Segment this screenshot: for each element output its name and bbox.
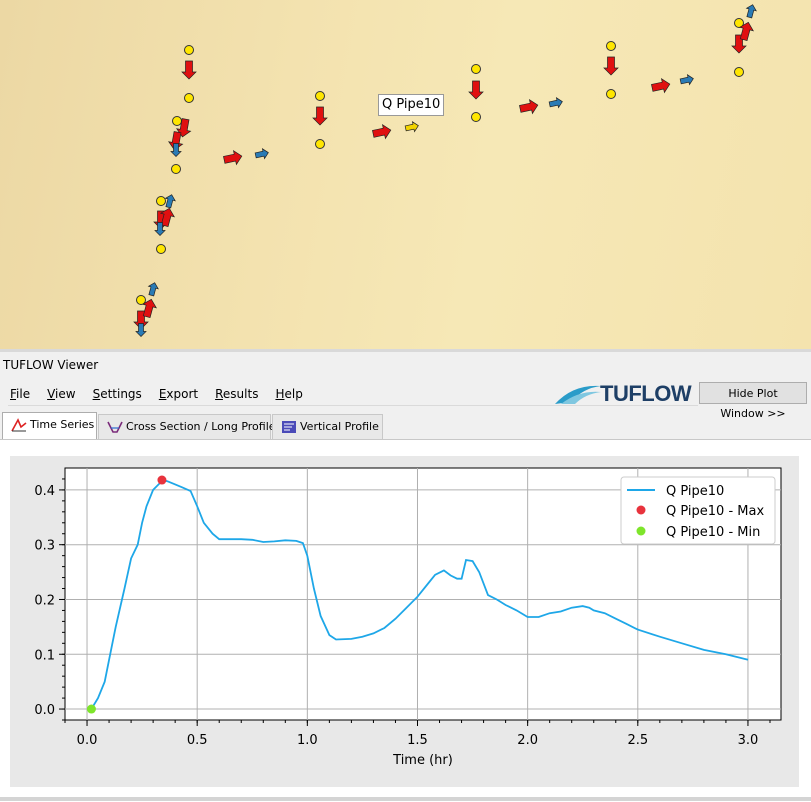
flow-arrow xyxy=(548,97,563,109)
menu-separator xyxy=(8,405,698,406)
legend-entry-min: Q Pipe10 - Min xyxy=(666,525,760,540)
flow-arrow xyxy=(164,194,176,209)
hide-plot-window-button[interactable]: Hide Plot Window >> xyxy=(699,382,807,420)
x-tick-label: 0.0 xyxy=(77,733,98,748)
max-flow-arrow xyxy=(603,56,619,76)
max-flow-arrow xyxy=(159,207,176,228)
node-marker[interactable] xyxy=(315,139,325,149)
tab-cross-section[interactable]: Cross Section / Long Profile xyxy=(98,414,276,439)
node-marker[interactable] xyxy=(156,196,166,206)
max-flow-arrow xyxy=(181,60,197,80)
flow-arrow xyxy=(135,323,147,337)
x-tick-label: 3.0 xyxy=(738,733,759,748)
node-marker[interactable] xyxy=(315,91,325,101)
flow-arrow xyxy=(170,143,182,157)
flow-arrow xyxy=(745,4,757,19)
map-svg xyxy=(133,4,757,337)
y-tick-label: 0.0 xyxy=(34,703,55,718)
map-canvas[interactable]: Q Pipe10 xyxy=(0,0,811,349)
node-marker[interactable] xyxy=(734,67,744,77)
selected-flow-arrow xyxy=(404,121,419,133)
max-flow-arrow xyxy=(141,298,158,319)
viewer-title: TUFLOW Viewer xyxy=(3,358,99,372)
node-marker[interactable] xyxy=(471,64,481,74)
node-marker[interactable] xyxy=(734,18,744,28)
node-marker[interactable] xyxy=(156,244,166,254)
legend-entry-q-pipe10: Q Pipe10 xyxy=(666,484,724,499)
tuflow-logo-icon xyxy=(555,385,601,404)
node-marker[interactable] xyxy=(606,41,616,51)
node-marker[interactable] xyxy=(184,45,194,55)
menu-file[interactable]: File xyxy=(10,387,31,401)
y-tick-label: 0.4 xyxy=(34,484,55,499)
x-tick-label: 2.0 xyxy=(517,733,538,748)
vertical-profile-icon xyxy=(282,421,296,433)
x-tick-label: 1.0 xyxy=(297,733,318,748)
flow-arrow xyxy=(254,148,269,160)
max-flow-arrow xyxy=(738,21,755,42)
max-flow-arrow xyxy=(651,77,671,94)
max-flow-arrow xyxy=(223,149,243,166)
max-flow-arrow xyxy=(167,131,184,151)
map-label-box: Q Pipe10 xyxy=(378,94,445,116)
node-marker[interactable] xyxy=(471,112,481,122)
menu-settings[interactable]: Settings xyxy=(92,387,142,401)
tab-vertical-profile[interactable]: Vertical Profile xyxy=(272,414,383,439)
map-label-text: Q Pipe10 xyxy=(382,97,441,112)
x-tick-label: 2.5 xyxy=(627,733,648,748)
node-marker[interactable] xyxy=(136,295,146,305)
node-marker[interactable] xyxy=(172,116,182,126)
x-tick-label: 1.5 xyxy=(407,733,428,748)
flow-arrow xyxy=(154,222,166,236)
legend-marker-swatch xyxy=(636,505,646,515)
flow-arrow xyxy=(679,74,694,86)
legend-box xyxy=(620,476,776,545)
menu-view[interactable]: View xyxy=(47,387,76,401)
status-bar xyxy=(0,797,811,801)
y-tick-label: 0.1 xyxy=(34,648,55,663)
menu-bar: File View Settings Export Results Help xyxy=(0,384,310,404)
min-marker[interactable] xyxy=(86,704,96,714)
max-marker[interactable] xyxy=(157,475,167,485)
tab-time-series[interactable]: Time Series xyxy=(2,412,97,439)
menu-help[interactable]: Help xyxy=(275,387,303,401)
time-series-icon xyxy=(11,418,27,432)
cross-section-icon xyxy=(107,421,123,433)
tuflow-logo-text: TUFLOW xyxy=(600,381,692,406)
y-tick-label: 0.2 xyxy=(34,593,55,608)
max-flow-arrow xyxy=(468,80,484,100)
max-flow-arrow xyxy=(312,106,328,126)
legend-entry-max: Q Pipe10 - Max xyxy=(666,504,764,519)
node-marker[interactable] xyxy=(606,89,616,99)
splitter[interactable] xyxy=(0,349,811,352)
menu-export[interactable]: Export xyxy=(158,387,199,401)
legend-marker-swatch xyxy=(636,526,646,536)
node-marker[interactable] xyxy=(184,93,194,103)
menu-results[interactable]: Results xyxy=(215,387,259,401)
time-series-chart[interactable]: 0.0 0.5 1.0 1.5 2.0 2.5 3.0 0.0 0.1 0.2 0.3 0.4 Time… xyxy=(10,456,799,787)
node-marker[interactable] xyxy=(171,164,181,174)
x-axis-label: Time (hr) xyxy=(392,753,453,768)
x-tick-label: 0.5 xyxy=(187,733,208,748)
y-tick-label: 0.3 xyxy=(34,539,55,554)
flow-arrow xyxy=(147,282,159,297)
max-flow-arrow xyxy=(519,98,539,115)
max-flow-arrow xyxy=(372,123,392,140)
